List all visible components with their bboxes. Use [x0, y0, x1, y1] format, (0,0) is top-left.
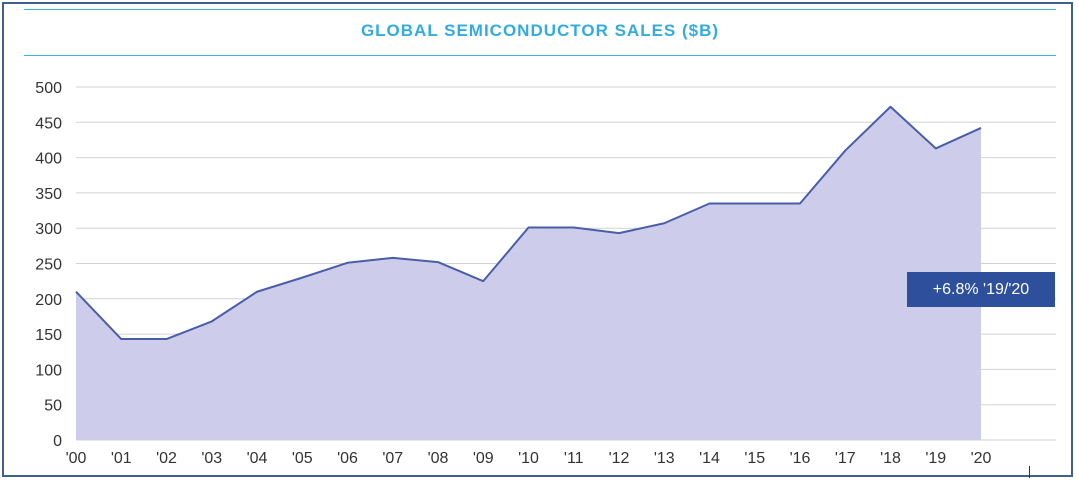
- x-tick-label-12: '12: [609, 450, 630, 467]
- x-tick-label-19: '19: [925, 450, 946, 467]
- x-tick-label-02: '02: [156, 450, 177, 467]
- title-bottom-rule: [24, 55, 1056, 56]
- x-axis-ticks: '00 '01 '02 '03 '04 '05 '06 '07 '08 '09 '10 '11 '12 '…: [66, 450, 992, 467]
- y-tick-label-350: 350: [35, 186, 62, 203]
- x-tick-label-05: '05: [292, 450, 313, 467]
- title-top-rule: [24, 9, 1056, 10]
- x-tick-label-06: '06: [337, 450, 358, 467]
- y-tick-label-500: 500: [35, 80, 62, 97]
- page-marker: [1029, 466, 1030, 478]
- chart-title: GLOBAL SEMICONDUCTOR SALES ($B): [360, 21, 720, 40]
- y-tick-label-200: 200: [35, 292, 62, 309]
- x-tick-label-15: '15: [744, 450, 765, 467]
- x-tick-label-00: '00: [66, 450, 87, 467]
- y-tick-label-100: 100: [35, 362, 62, 379]
- area-layer: [75, 105, 982, 440]
- y-tick-label-250: 250: [35, 257, 62, 274]
- x-tick-label-08: '08: [428, 450, 449, 467]
- x-tick-label-18: '18: [880, 450, 901, 467]
- y-tick-label-450: 450: [35, 115, 62, 132]
- x-tick-label-20: '20: [971, 450, 992, 467]
- x-tick-label-16: '16: [790, 450, 811, 467]
- x-tick-label-03: '03: [201, 450, 222, 467]
- y-tick-label-300: 300: [35, 221, 62, 238]
- x-tick-label-10: '10: [518, 450, 539, 467]
- growth-callout-label: +6.8% '19/'20: [932, 280, 1030, 298]
- growth-callout: +6.8% '19/'20: [907, 272, 1055, 307]
- x-tick-label-01: '01: [111, 450, 132, 467]
- y-tick-label-0: 0: [53, 433, 62, 450]
- y-axis-ticks: 0 50 100 150 200 250 300 350 400 450 500: [35, 80, 62, 450]
- y-tick-label-400: 400: [35, 151, 62, 168]
- x-tick-label-11: '11: [564, 450, 584, 467]
- x-tick-label-14: '14: [699, 450, 720, 467]
- x-tick-label-09: '09: [473, 450, 494, 467]
- y-tick-label-50: 50: [44, 398, 62, 415]
- sales-area-fill: [76, 106, 981, 440]
- x-tick-label-04: '04: [247, 450, 268, 467]
- x-tick-label-13: '13: [654, 450, 675, 467]
- x-tick-label-07: '07: [382, 450, 403, 467]
- y-tick-label-150: 150: [35, 327, 62, 344]
- x-tick-label-17: '17: [835, 450, 856, 467]
